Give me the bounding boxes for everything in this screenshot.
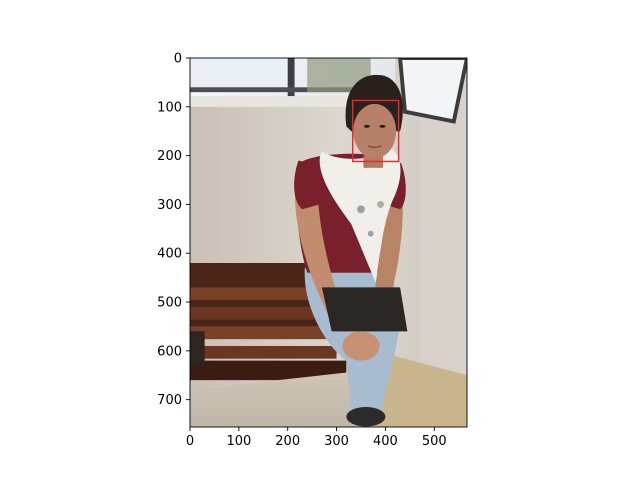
y-tick-label: 100 [157, 100, 182, 115]
y-tick-label: 700 [157, 393, 182, 408]
axes-frame [189, 57, 468, 428]
x-tick-label: 100 [226, 434, 251, 449]
y-tick-label: 300 [157, 198, 182, 213]
bounding-box [351, 99, 400, 163]
y-tick-label: 500 [157, 296, 182, 311]
photo-image [190, 58, 467, 427]
y-tick-label: 600 [157, 344, 182, 359]
y-tick-label: 400 [157, 247, 182, 262]
y-tick-label: 200 [157, 149, 182, 164]
x-tick-label: 300 [324, 434, 349, 449]
x-axis: 0 100 200 300 400 500 [186, 427, 447, 449]
y-axis: 0 100 200 300 400 500 600 700 [157, 52, 190, 408]
y-tick-label: 0 [174, 52, 182, 67]
x-tick-label: 0 [186, 434, 194, 449]
x-tick-label: 200 [275, 434, 300, 449]
x-tick-label: 400 [373, 434, 398, 449]
annotations [351, 99, 400, 163]
x-tick-label: 500 [422, 434, 447, 449]
